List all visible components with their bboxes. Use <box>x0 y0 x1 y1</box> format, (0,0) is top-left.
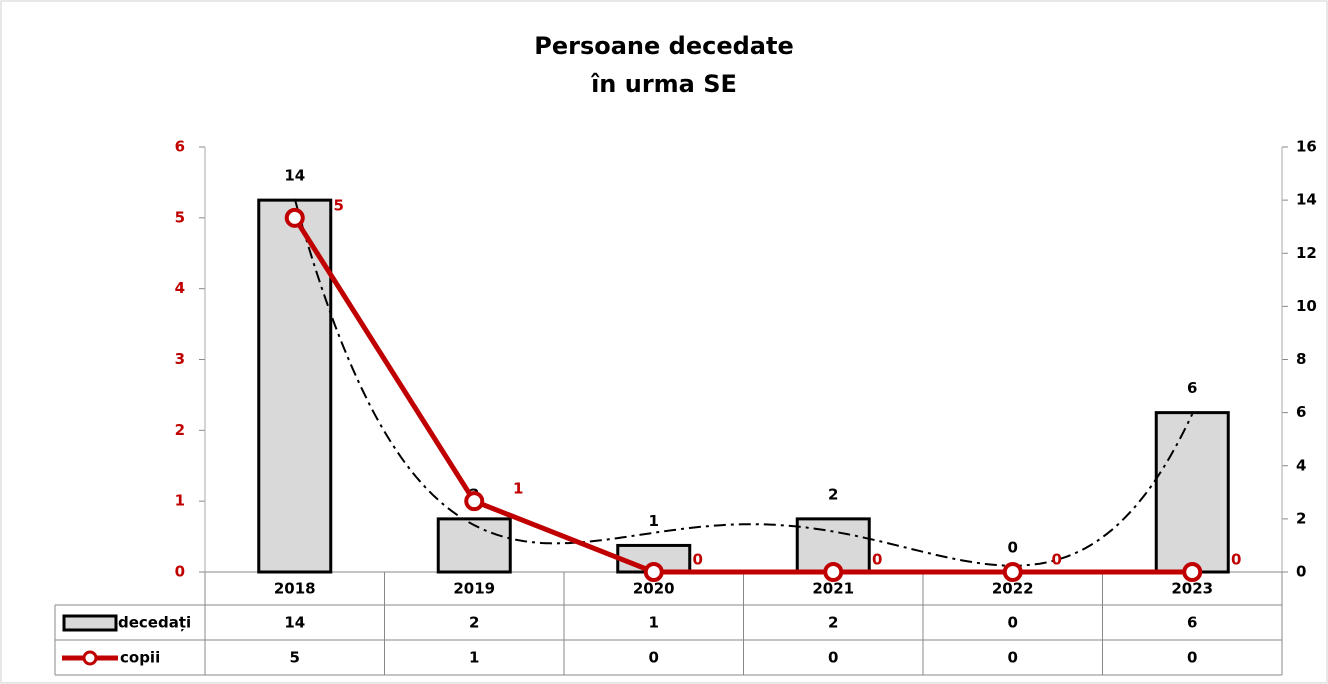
line-label: 0 <box>872 551 882 569</box>
legend-key <box>82 650 98 666</box>
y-tick-label: 3 <box>175 350 185 368</box>
line-label: 5 <box>334 196 344 214</box>
x-tick-label: 2020 <box>633 580 675 598</box>
chart-title: Persoane decedate <box>534 32 793 60</box>
table-cell: 0 <box>649 649 659 667</box>
y-tick-label: 4 <box>175 279 185 297</box>
bar <box>436 517 512 574</box>
x-tick-label: 2023 <box>1171 580 1213 598</box>
y2-tick-label: 16 <box>1296 138 1317 156</box>
bar <box>1154 411 1230 574</box>
y2-tick-label: 10 <box>1296 297 1317 315</box>
table-cell: 0 <box>828 649 838 667</box>
x-tick-label: 2022 <box>992 580 1034 598</box>
legend-label: decedați <box>118 614 191 632</box>
table-cell: 14 <box>284 614 305 632</box>
y-tick-label: 5 <box>175 208 185 226</box>
table-cell: 2 <box>469 614 479 632</box>
line-point <box>1002 562 1023 582</box>
bar <box>257 198 333 574</box>
line-label: 1 <box>513 480 523 498</box>
line-point <box>464 491 485 512</box>
bar-label: 2 <box>828 485 838 503</box>
line <box>292 216 1193 575</box>
y2-tick-label: 8 <box>1296 350 1306 368</box>
y-tick-label: 2 <box>175 421 185 439</box>
x-tick-label: 2021 <box>812 580 854 598</box>
legend-label: copii <box>120 649 160 667</box>
y2-tick-label: 0 <box>1296 563 1306 581</box>
line-label: 0 <box>1052 551 1062 569</box>
line-point <box>823 562 844 582</box>
y2-tick-label: 2 <box>1296 509 1306 527</box>
y-tick-label: 6 <box>175 138 185 156</box>
table-cell: 0 <box>1187 649 1197 667</box>
y-tick-label: 0 <box>175 563 185 581</box>
line-point <box>1182 562 1203 582</box>
line-label: 0 <box>693 551 703 569</box>
y-tick-label: 1 <box>175 492 185 510</box>
bar-label: 1 <box>649 512 659 530</box>
bar-label: 6 <box>1187 379 1197 397</box>
y2-tick-label: 12 <box>1296 244 1317 262</box>
table-cell: 6 <box>1187 614 1197 632</box>
chart-title: în urma SE <box>590 70 737 98</box>
table-cell: 5 <box>290 649 300 667</box>
x-tick-label: 2018 <box>274 580 316 598</box>
table-cell: 0 <box>1008 649 1018 667</box>
x-tick-label: 2019 <box>453 580 495 598</box>
line-point <box>643 562 664 582</box>
table-cell: 1 <box>649 614 659 632</box>
table-cell: 0 <box>1008 614 1018 632</box>
legend-key <box>62 614 118 632</box>
y2-tick-label: 14 <box>1296 191 1317 209</box>
table-cell: 2 <box>828 614 838 632</box>
line-label: 0 <box>1231 551 1241 569</box>
bar-label: 0 <box>1008 539 1018 557</box>
table-cell: 1 <box>469 649 479 667</box>
y2-tick-label: 6 <box>1296 403 1306 421</box>
bar-label: 14 <box>284 167 305 185</box>
y2-tick-label: 4 <box>1296 456 1306 474</box>
trendline <box>293 198 1194 567</box>
line-point <box>284 207 305 228</box>
